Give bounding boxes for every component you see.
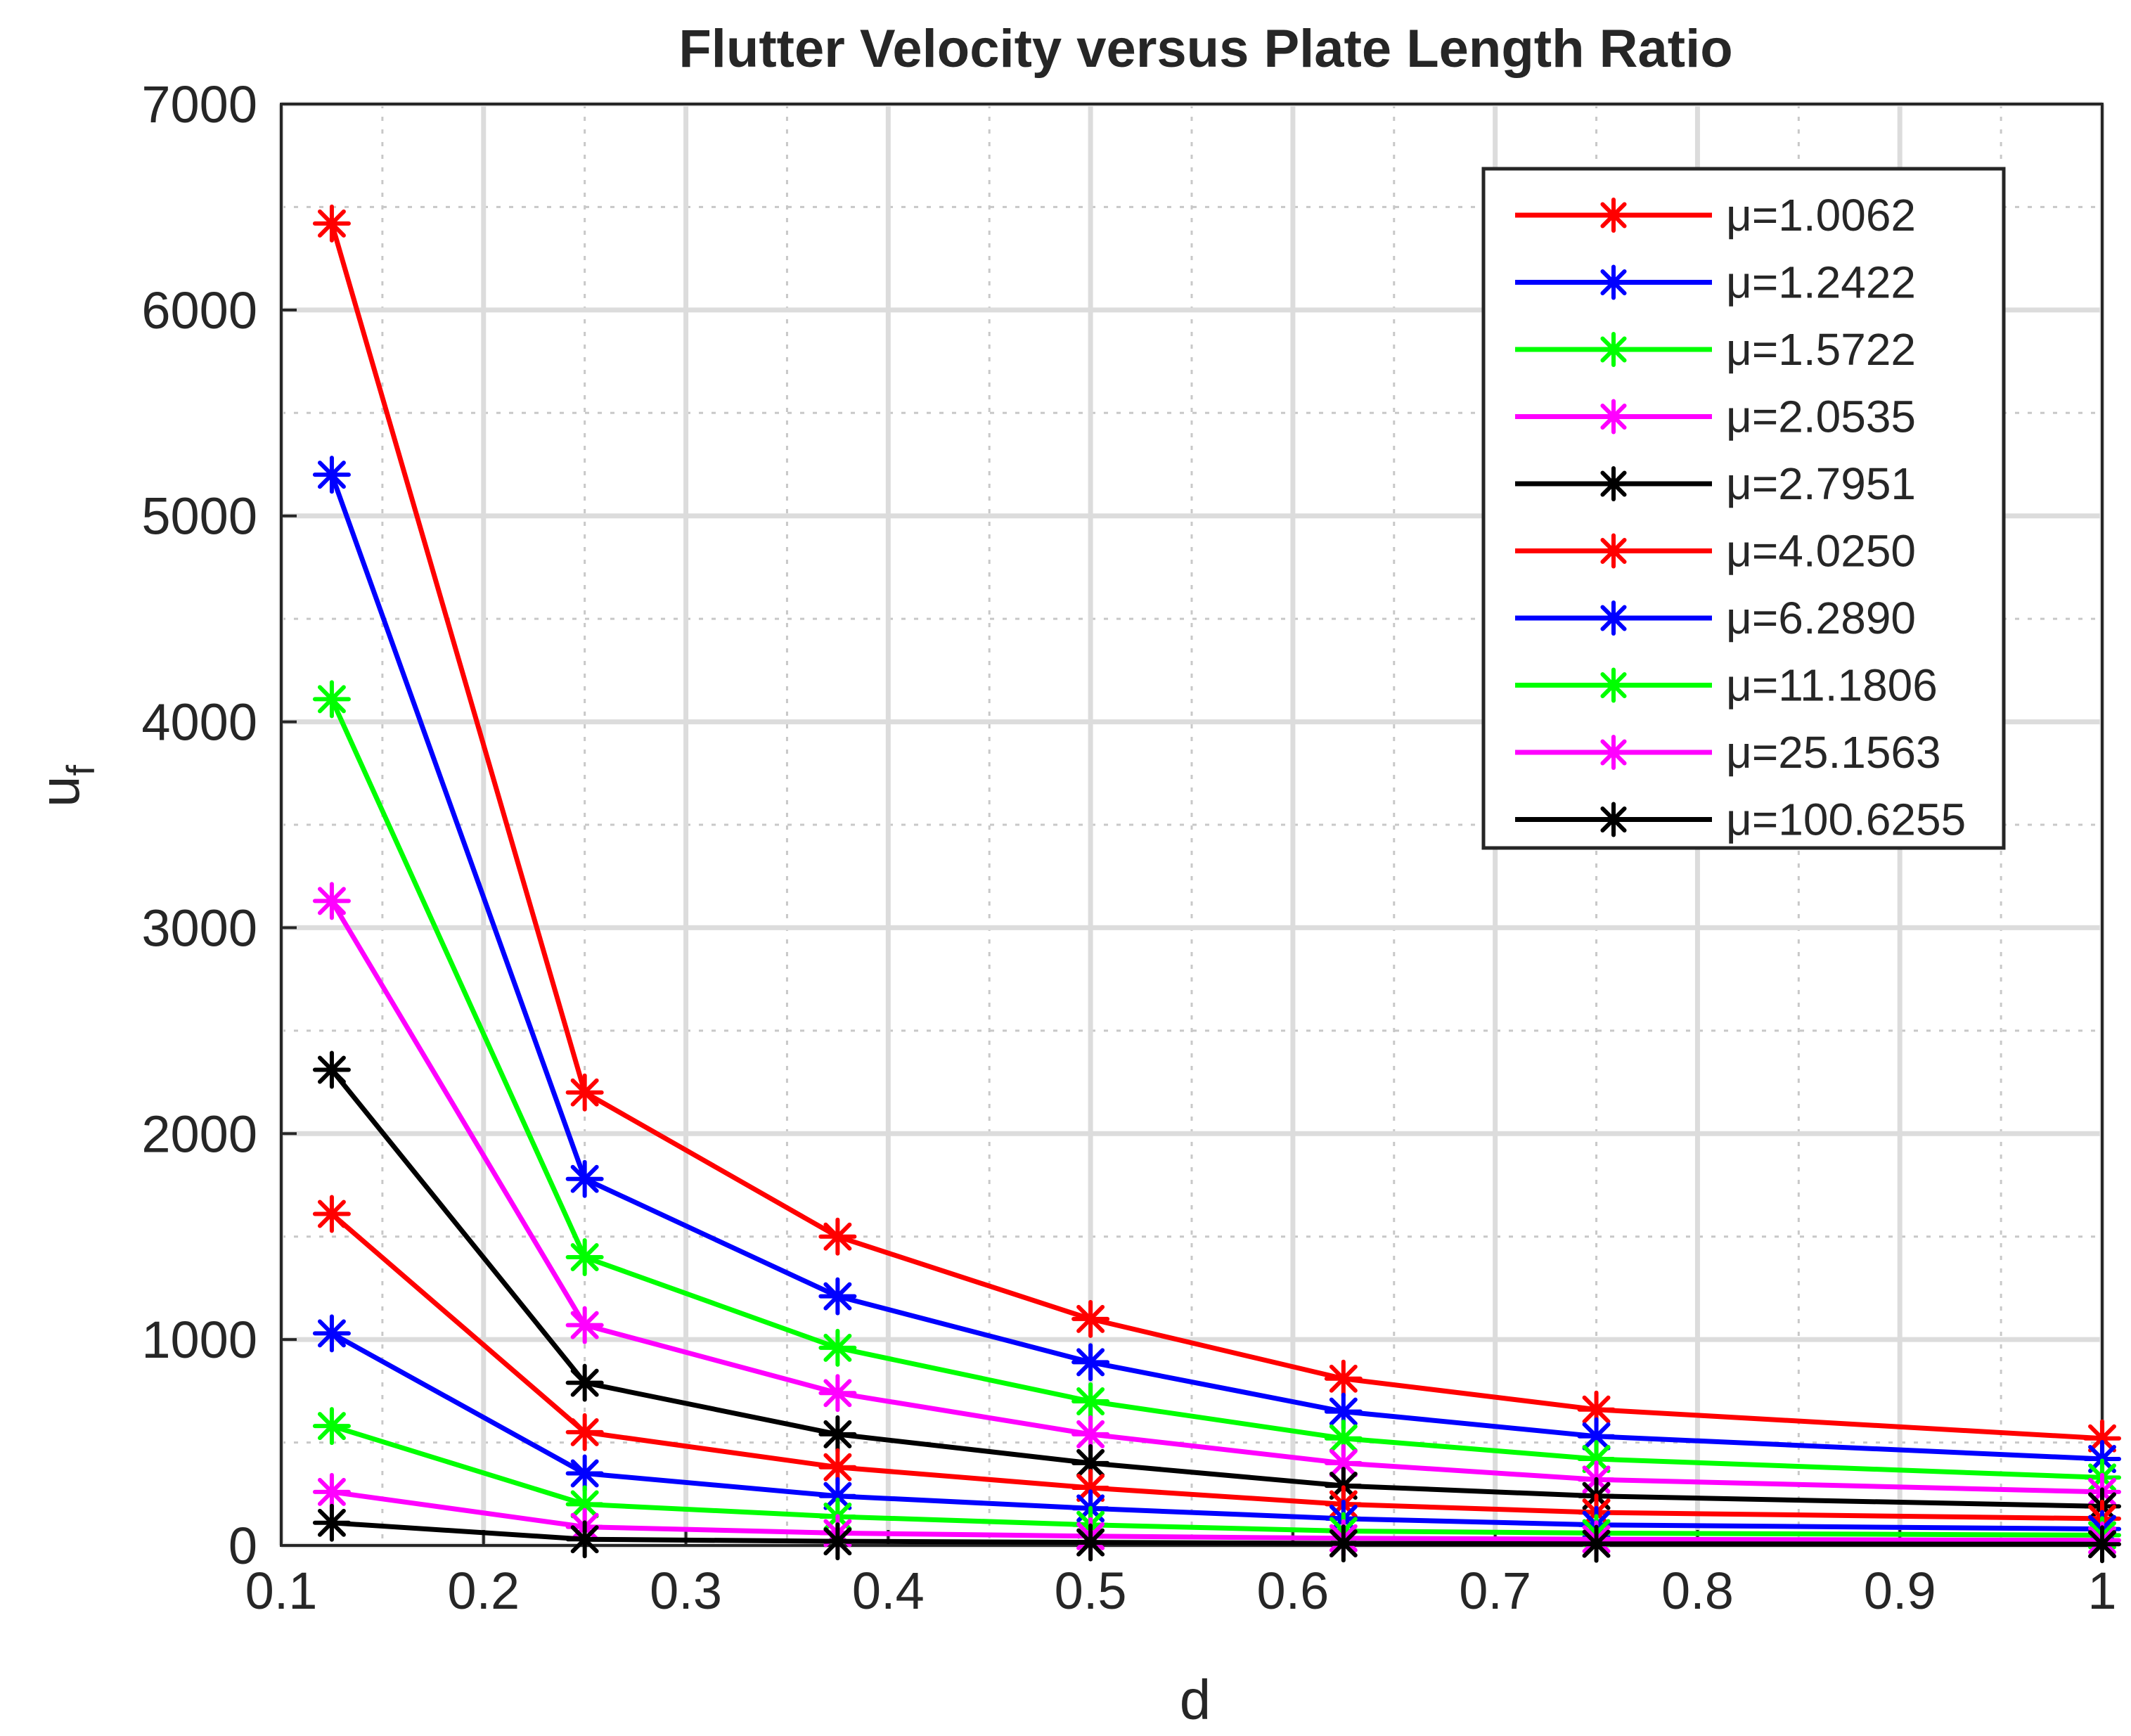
legend-label: μ=1.0062 (1726, 190, 1916, 240)
data-point (565, 1363, 604, 1402)
legend-marker (1596, 600, 1631, 636)
legend-entry: μ=100.6255 (1515, 795, 1966, 845)
y-axis-label: uf (28, 765, 103, 808)
data-point (312, 1314, 351, 1353)
x-tick-label: 1 (2087, 1562, 2116, 1620)
data-point (1324, 1444, 1363, 1482)
legend-marker (1596, 466, 1631, 501)
data-point (565, 1159, 604, 1198)
data-point (1071, 1343, 1110, 1382)
x-axis-ticks: 0.1 0.2 0.3 0.4 0.5 0.6 0.7 0.8 0.9 1 (245, 1530, 2117, 1620)
legend-marker (1596, 198, 1631, 233)
legend-entry: μ=6.2890 (1515, 593, 1916, 643)
legend-label: μ=4.0250 (1726, 526, 1916, 577)
x-axis-label: d (1180, 1669, 1211, 1731)
y-tick-label: 6000 (141, 281, 257, 340)
y-tick-label: 4000 (141, 693, 257, 752)
chart-title: Flutter Velocity versus Plate Length Rat… (678, 19, 1732, 79)
legend-label: μ=1.5722 (1726, 324, 1916, 375)
legend-label: μ=25.1563 (1726, 727, 1941, 778)
legend-entries: μ=1.0062 μ=1.2422 μ=1.5722 μ=2.0535 μ=2.7951… (1515, 190, 1966, 845)
data-point (818, 1328, 857, 1367)
legend-label: μ=2.0535 (1726, 392, 1916, 442)
legend-label: μ=1.2422 (1726, 257, 1916, 308)
x-tick-label: 0.6 (1256, 1562, 1329, 1620)
data-point (312, 204, 351, 243)
data-point (818, 1374, 857, 1413)
x-tick-label: 0.7 (1459, 1562, 1531, 1620)
legend-entry: μ=11.1806 (1515, 660, 1938, 711)
legend-marker (1596, 399, 1631, 435)
data-point (312, 1195, 351, 1233)
x-tick-label: 0.1 (245, 1562, 318, 1620)
legend-entry: μ=1.0062 (1515, 190, 1916, 240)
x-tick-label: 0.9 (1864, 1562, 1936, 1620)
data-point (818, 1217, 857, 1256)
legend-label: μ=100.6255 (1726, 795, 1966, 845)
data-point (818, 1277, 857, 1316)
data-point (1071, 1299, 1110, 1338)
series-mu-100.6255 (312, 1503, 2121, 1564)
x-tick-label: 0.3 (650, 1562, 722, 1620)
legend-label: μ=11.1806 (1726, 660, 1938, 711)
legend: μ=1.0062 μ=1.2422 μ=1.5722 μ=2.0535 μ=2.7951… (1481, 167, 2006, 850)
data-point (312, 1503, 351, 1542)
data-point (818, 1415, 857, 1453)
x-tick-label: 0.5 (1055, 1562, 1127, 1620)
legend-marker (1596, 735, 1631, 770)
legend-entry: μ=25.1563 (1515, 727, 1941, 778)
data-point (1071, 1523, 1110, 1562)
x-tick-label: 0.2 (447, 1562, 520, 1620)
legend-marker (1596, 264, 1631, 300)
data-point (312, 680, 351, 719)
data-point (312, 1472, 351, 1511)
x-tick-label: 0.8 (1661, 1562, 1734, 1620)
series-mu-1.0062 (312, 204, 2121, 1458)
legend-entry: μ=1.5722 (1515, 324, 1916, 375)
data-point (565, 1238, 604, 1276)
y-tick-label: 3000 (141, 899, 257, 957)
legend-marker (1596, 332, 1631, 367)
data-point (565, 1306, 604, 1344)
y-axis-label-main: u (28, 776, 91, 808)
data-point (312, 1407, 351, 1446)
data-point (565, 1073, 604, 1112)
x-tick-label: 0.4 (852, 1562, 925, 1620)
data-point (2083, 1525, 2121, 1564)
y-tick-label: 7000 (141, 75, 257, 134)
axes-frame (280, 103, 2104, 1547)
data-point (1324, 1359, 1363, 1398)
data-point (1071, 1415, 1110, 1453)
series-layer (312, 204, 2121, 1564)
y-tick-label: 5000 (141, 487, 257, 546)
legend-marker (1596, 533, 1631, 569)
legend-marker (1596, 802, 1631, 837)
legend-label: μ=6.2890 (1726, 593, 1916, 643)
legend-entry: μ=2.7951 (1515, 458, 1916, 509)
data-point (818, 1522, 857, 1561)
legend-entry: μ=2.0535 (1515, 392, 1916, 442)
data-point (312, 456, 351, 494)
legend-marker (1596, 667, 1631, 703)
y-tick-label: 1000 (141, 1311, 257, 1369)
data-point (1324, 1524, 1363, 1563)
data-point (312, 882, 351, 920)
data-point (1577, 1524, 1616, 1563)
y-axis-label-subscript: f (58, 765, 103, 776)
data-point (565, 1454, 604, 1493)
data-point (1071, 1382, 1110, 1420)
y-tick-label: 0 (228, 1517, 257, 1575)
legend-entry: μ=4.0250 (1515, 526, 1916, 577)
data-point (565, 1520, 604, 1559)
data-point (565, 1413, 604, 1451)
data-point (312, 1050, 351, 1089)
y-axis-ticks: 0 1000 2000 3000 4000 5000 6000 7000 (141, 75, 297, 1575)
legend-entry: μ=1.2422 (1515, 257, 1916, 308)
legend-label: μ=2.7951 (1726, 458, 1916, 509)
y-tick-label: 2000 (141, 1105, 257, 1163)
